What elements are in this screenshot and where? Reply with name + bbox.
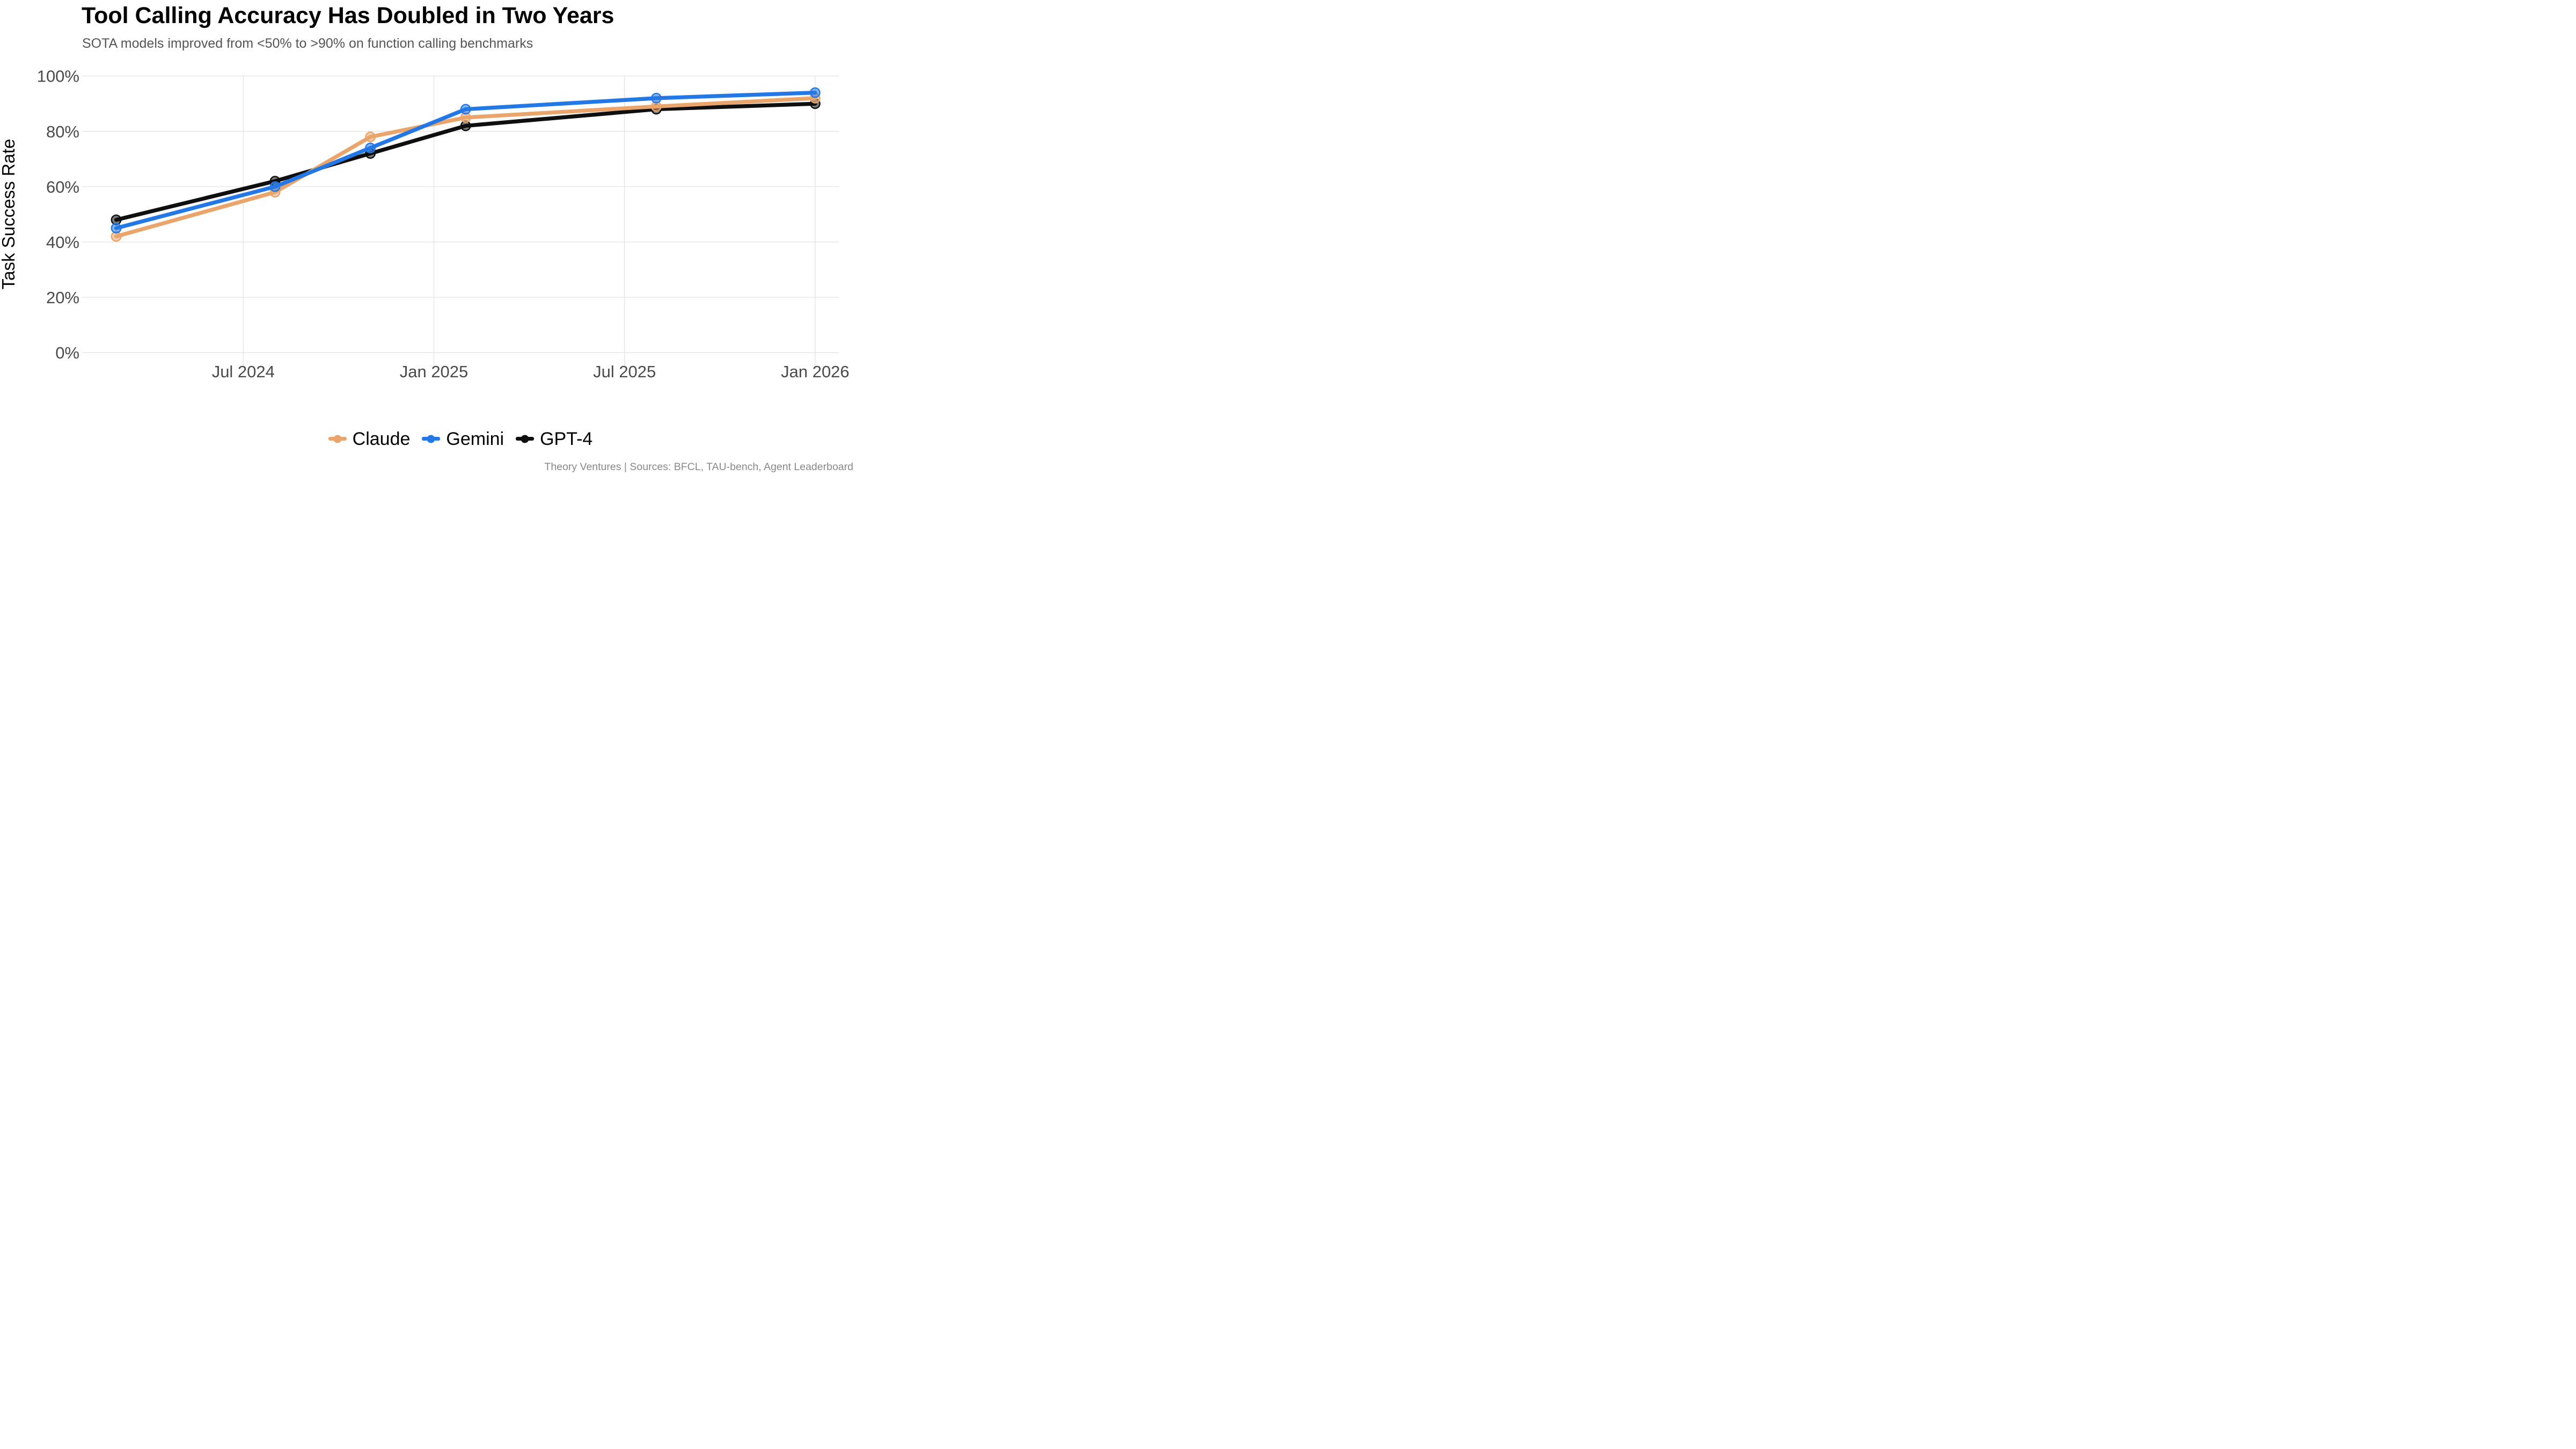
series-line-gpt-4 bbox=[114, 101, 817, 222]
y-tick-label: 100% bbox=[37, 67, 79, 86]
data-point-gemini-1 bbox=[269, 181, 281, 192]
legend-label-gpt-4: GPT-4 bbox=[540, 428, 593, 449]
x-tick-label: Jan 2025 bbox=[400, 362, 469, 381]
y-tick-label: 80% bbox=[46, 122, 79, 141]
y-tick-label: 20% bbox=[46, 288, 79, 307]
legend-dot-sample bbox=[427, 435, 435, 443]
legend-dot-sample bbox=[521, 435, 529, 443]
y-axis-title: Task Success Rate bbox=[0, 139, 18, 290]
source-attribution: Theory Ventures | Sources: BFCL, TAU-ben… bbox=[544, 461, 853, 473]
series-line-gemini bbox=[114, 90, 817, 230]
chart-legend: Claude Gemini GPT-4 bbox=[82, 426, 839, 452]
chart-figure: Tool Calling Accuracy Has Doubled in Two… bbox=[0, 0, 859, 483]
x-tick-label: Jan 2026 bbox=[781, 362, 850, 381]
chart-title: Tool Calling Accuracy Has Doubled in Two… bbox=[82, 3, 614, 28]
legend-marker-gemini-icon bbox=[422, 435, 441, 443]
legend-marker-gpt-4-icon bbox=[516, 435, 535, 443]
legend-item-gpt-4[interactable]: GPT-4 bbox=[516, 428, 592, 450]
legend-item-gemini[interactable]: Gemini bbox=[422, 428, 504, 450]
legend-dot-sample bbox=[333, 435, 342, 443]
data-point-claude-2 bbox=[365, 131, 376, 142]
legend-item-claude[interactable]: Claude bbox=[328, 428, 411, 450]
chart-subtitle: SOTA models improved from <50% to >90% o… bbox=[82, 36, 533, 51]
data-point-gemini-0 bbox=[111, 223, 122, 234]
x-tick-label: Jul 2025 bbox=[593, 362, 656, 381]
data-point-gemini-4 bbox=[651, 93, 662, 104]
y-tick-label: 40% bbox=[46, 233, 79, 252]
line-chart-plot-area: 0% 20% 40% 60% 80% 100% Jul 2024 Jan 2025 Jul 20… bbox=[0, 67, 850, 381]
legend-label-gemini: Gemini bbox=[446, 428, 504, 449]
legend-marker-claude-icon bbox=[328, 435, 347, 443]
x-tick-label: Jul 2024 bbox=[212, 362, 275, 381]
legend-label-claude: Claude bbox=[352, 428, 411, 449]
data-point-gemini-5 bbox=[810, 87, 821, 98]
y-tick-label: 60% bbox=[46, 178, 79, 196]
y-tick-label: 0% bbox=[55, 343, 79, 362]
data-point-gemini-2 bbox=[365, 142, 376, 153]
data-point-gemini-3 bbox=[460, 104, 471, 115]
